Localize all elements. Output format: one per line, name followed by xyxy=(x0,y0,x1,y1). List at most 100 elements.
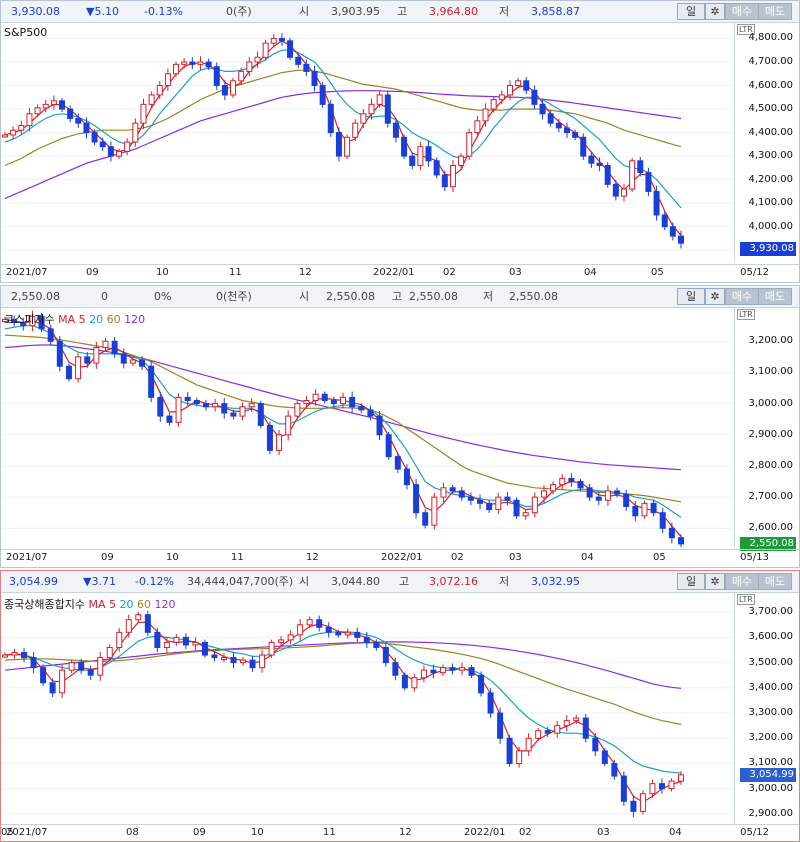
candle xyxy=(431,492,438,530)
open-label: 시 xyxy=(299,290,310,303)
candle xyxy=(2,316,8,323)
x-tick-label: 2021/07 xyxy=(6,267,48,278)
sell-button[interactable]: 매도 xyxy=(758,3,792,20)
candle xyxy=(148,361,155,403)
x-tick-label: 12 xyxy=(299,267,312,278)
candle xyxy=(595,492,602,506)
buy-button[interactable]: 매수 xyxy=(725,3,759,20)
chart-title-text: S&P500 xyxy=(4,26,48,39)
candle xyxy=(340,392,346,409)
candle xyxy=(477,494,484,510)
y-tick-label: 3,000.00 xyxy=(748,782,793,794)
candle xyxy=(312,388,319,406)
candle xyxy=(116,148,123,159)
candle xyxy=(474,116,481,138)
candle xyxy=(306,616,313,629)
volume: 0(주) xyxy=(226,5,252,18)
buy-button[interactable]: 매수 xyxy=(725,573,759,590)
y-tick-label: 4,400.00 xyxy=(748,126,793,138)
candle xyxy=(459,662,466,676)
candle xyxy=(59,665,66,698)
y-tick-label: 3,600.00 xyxy=(748,631,793,643)
current-price: 2,550.08 xyxy=(11,290,60,303)
sell-button[interactable]: 매도 xyxy=(758,288,792,305)
sp500-candlestick-chart[interactable] xyxy=(1,22,735,262)
price-change-pct: -0.12% xyxy=(135,575,174,588)
candle xyxy=(120,348,127,369)
kospi-x-axis: 05/13 2021/07 09 10 11 12 2022/01 02 03 04 05 xyxy=(1,549,799,566)
ma5-line xyxy=(4,621,682,803)
candle xyxy=(420,665,427,683)
candle xyxy=(563,122,570,138)
candle xyxy=(439,664,446,676)
sell-button[interactable]: 매도 xyxy=(758,573,792,590)
gear-icon[interactable]: ✲ xyxy=(705,573,725,590)
gear-icon[interactable]: ✲ xyxy=(705,288,725,305)
gear-icon[interactable]: ✲ xyxy=(705,3,725,20)
low-value: 3,858.87 xyxy=(531,5,580,18)
candle xyxy=(360,108,367,128)
shanghai-candlestick-chart[interactable] xyxy=(1,592,735,824)
candle xyxy=(458,153,465,169)
x-tick-label: 11 xyxy=(323,827,336,838)
ma20-line xyxy=(4,325,682,518)
y-tick-label: 3,200.00 xyxy=(748,732,793,744)
low-label: 저 xyxy=(499,575,510,588)
candle xyxy=(50,95,57,110)
candle xyxy=(539,98,546,120)
period-button[interactable]: 일 xyxy=(677,3,705,20)
x-tick-label: 11 xyxy=(229,267,242,278)
candle xyxy=(645,167,652,197)
candle xyxy=(30,651,37,674)
candle xyxy=(449,484,456,494)
candle xyxy=(220,652,227,663)
ma60-line xyxy=(4,642,682,725)
x-tick-label: 12 xyxy=(399,827,412,838)
high-value: 3,072.16 xyxy=(429,575,478,588)
last-price-tag: 3,054.99 xyxy=(740,768,796,782)
x-tick-label: 02 xyxy=(443,267,456,278)
candle xyxy=(498,90,505,104)
candle xyxy=(166,412,173,426)
kospi-candlestick-chart[interactable] xyxy=(1,307,735,547)
ma20-legend: 20 xyxy=(119,598,134,611)
ltr-badge: LTR xyxy=(737,24,755,35)
candle xyxy=(10,126,17,139)
period-button[interactable]: 일 xyxy=(677,573,705,590)
candle xyxy=(327,100,334,137)
y-tick-label: 2,700.00 xyxy=(748,491,793,503)
candle xyxy=(363,631,370,649)
x-tick-label: 03 xyxy=(509,552,522,563)
candle xyxy=(192,637,199,651)
candle xyxy=(531,85,538,110)
candle xyxy=(67,105,74,123)
buy-button[interactable]: 매수 xyxy=(725,288,759,305)
candle xyxy=(211,651,218,662)
candle xyxy=(248,398,255,413)
candle xyxy=(21,647,28,663)
x-tick-label: 04 xyxy=(584,267,597,278)
x-tick-label: 2021/07 xyxy=(6,552,48,563)
candle xyxy=(678,230,684,249)
ma-prefix: MA xyxy=(88,598,106,611)
candle xyxy=(411,674,418,692)
candle xyxy=(658,778,665,794)
candle xyxy=(495,492,502,514)
candle xyxy=(629,157,636,192)
candle xyxy=(577,478,584,491)
candle xyxy=(620,183,627,202)
candle xyxy=(653,185,660,221)
period-button[interactable]: 일 xyxy=(677,288,705,305)
candle xyxy=(11,315,18,327)
ma120-legend: 120 xyxy=(124,313,146,326)
candle xyxy=(659,507,666,534)
low-label: 저 xyxy=(499,5,510,18)
candle xyxy=(554,721,561,738)
candle xyxy=(311,65,318,92)
candle xyxy=(582,713,589,743)
candle xyxy=(239,402,246,421)
candle xyxy=(344,134,351,159)
candle xyxy=(201,639,208,658)
candle xyxy=(59,97,66,112)
sp500-x-axis: 05/12 2021/07 09 10 11 12 2022/01 02 03 04 05 xyxy=(1,264,799,281)
